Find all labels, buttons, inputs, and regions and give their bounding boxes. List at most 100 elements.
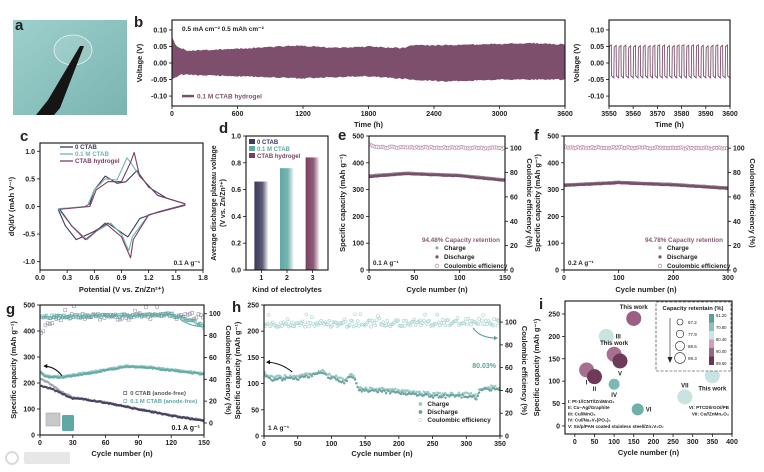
x-tick-label: 1800 [361,111,377,118]
panel-d: 1 2 3 0.0 0.2 0.4 0.6 0.8 1.0 Kind of electrolyte… [211,134,329,294]
retention-legend: Capacity retentain (%) 67.2 77.9 88.6 99.3 61… [655,301,732,372]
ce-marker-0-ctab [43,323,48,328]
footnote: II: Cu–Ag//Graphite [568,405,610,410]
legend-label: Coulombic efficiency [427,417,491,424]
size-legend-circle [676,318,684,326]
x-tick-label: 150 [198,440,210,447]
discharge-marker [388,392,392,395]
y-tick-label: 0.6 [231,187,241,194]
x-axis-label: Cycle number (n) [615,285,677,294]
discharge-marker [268,376,272,380]
ce-marker-0-ctab [69,312,74,316]
y2-axis-label: Coulombic efficiency (%) [748,158,757,248]
legend-label: 0.1 M CTAB [257,147,291,153]
legend-marker [658,255,662,259]
y-tick-label: 0.0 [231,268,241,275]
ce-marker [462,321,467,325]
y-tick-label: 0 [255,434,259,441]
ce-marker [343,319,348,324]
colorbar-segment [709,331,714,340]
y-tick-label: 150 [247,355,259,362]
x-tick-label: 0 [367,275,371,282]
ce-marker [497,321,500,326]
y-tick-label: 0.10 [590,27,604,34]
legend-marker [418,402,423,406]
y-tick-label: 0.2 [231,241,241,248]
y-tick-label: -1.0 [23,259,35,266]
ce-marker [482,322,487,327]
legend-label: CTAB hydrogel [257,154,301,160]
plot-frame [171,19,566,107]
panel-label-b: b [134,14,143,31]
discharge-marker [444,396,447,399]
current-annotation: 0.1 A g⁻¹ [373,260,399,267]
y2-tick-label: 60 [209,355,217,362]
y-tick-label: 100 [548,379,560,386]
legend-label: 0.1 M CTAB [75,151,109,158]
plot-frame [368,135,506,271]
y2-axis-label: Coulombic efficiency (%) [224,325,233,415]
arrow-head [493,335,498,341]
ce-marker [422,318,426,323]
discharge-marker [343,382,346,385]
x-tick-label: 1.2 [144,275,154,282]
bubble-label: VII [681,383,689,389]
x-tick-label: 3570 [650,111,666,118]
bubble-iii [598,328,614,344]
current-density-annotation: 0.5 mA cm⁻² 0.5 mAh cm⁻² [182,26,265,33]
ce-marker [412,317,417,322]
footnote: I: Pt-1//CNT//Zn/MnO₂ [568,399,614,404]
x-tick-label: 250 [427,441,439,448]
ce-marker-0-ctab [194,315,199,320]
ce-marker [461,321,465,325]
current-annotation: 0.1 A g⁻¹ [174,260,200,267]
y-tick-label: 300 [352,187,364,194]
ce-marker-01-ctab [49,316,53,320]
discharge-marker [345,379,349,383]
legend-label: Charge [427,401,449,408]
x-tick-label: 30 [69,440,77,447]
ce-marker [300,319,305,324]
x-tick-label: 3560 [625,111,641,118]
ce-marker [377,316,382,321]
x-axis-label: Kind of electrolytes [252,285,322,294]
y2-tick-label: 80 [505,342,513,349]
legend-label: Coulombic efficiency [444,263,508,270]
legend-label: Coulombic efficiency [667,263,731,270]
plot-frame [39,142,204,271]
legend-marker [658,246,662,250]
y-axis-label: dQ/dV (mAh V⁻¹) [7,176,16,236]
size-legend-label: 67.2 [688,320,697,325]
y-tick-label: 500 [547,134,559,141]
discharge-marker [477,391,481,394]
y2-tick-label: 80 [733,170,741,177]
ce-marker [435,312,440,317]
discharge-marker [353,378,357,381]
panel-g: 0 30 60 90 120 150 0 100 200 300 400 500 0 20 40 60 80 10… [9,303,233,459]
ce-marker-0-ctab [155,305,159,309]
x-tick-label: 3 [311,275,315,282]
legend-marker [435,246,439,250]
ce-marker [454,319,458,324]
ce-marker [289,320,294,325]
legend-arrow-head [667,357,673,363]
ce-marker-0-ctab [126,317,131,322]
ce-marker-0-ctab [148,317,153,321]
ce-marker-0-ctab [133,308,137,313]
y-tick-label: 0 [556,423,560,430]
size-legend-circle [675,341,685,351]
ce-marker-0-ctab [190,311,194,315]
y2-tick-label: 100 [505,320,517,327]
y2-tick-label: 20 [209,399,217,406]
y-tick-label: 0.8 [231,160,241,167]
y-tick-label: 0.00 [590,61,604,68]
size-legend-circle [674,352,686,364]
capacity-retention: 94.78% Capacity retention [645,237,723,244]
legend-marker [434,263,440,269]
size-legend-label: 88.6 [688,344,697,349]
bubble-label: This work [620,305,649,311]
ce-marker-0-ctab [144,305,148,309]
discharge-marker [376,391,380,394]
y-axis-label: Specific capacity (mAh g⁻¹) [338,154,347,252]
